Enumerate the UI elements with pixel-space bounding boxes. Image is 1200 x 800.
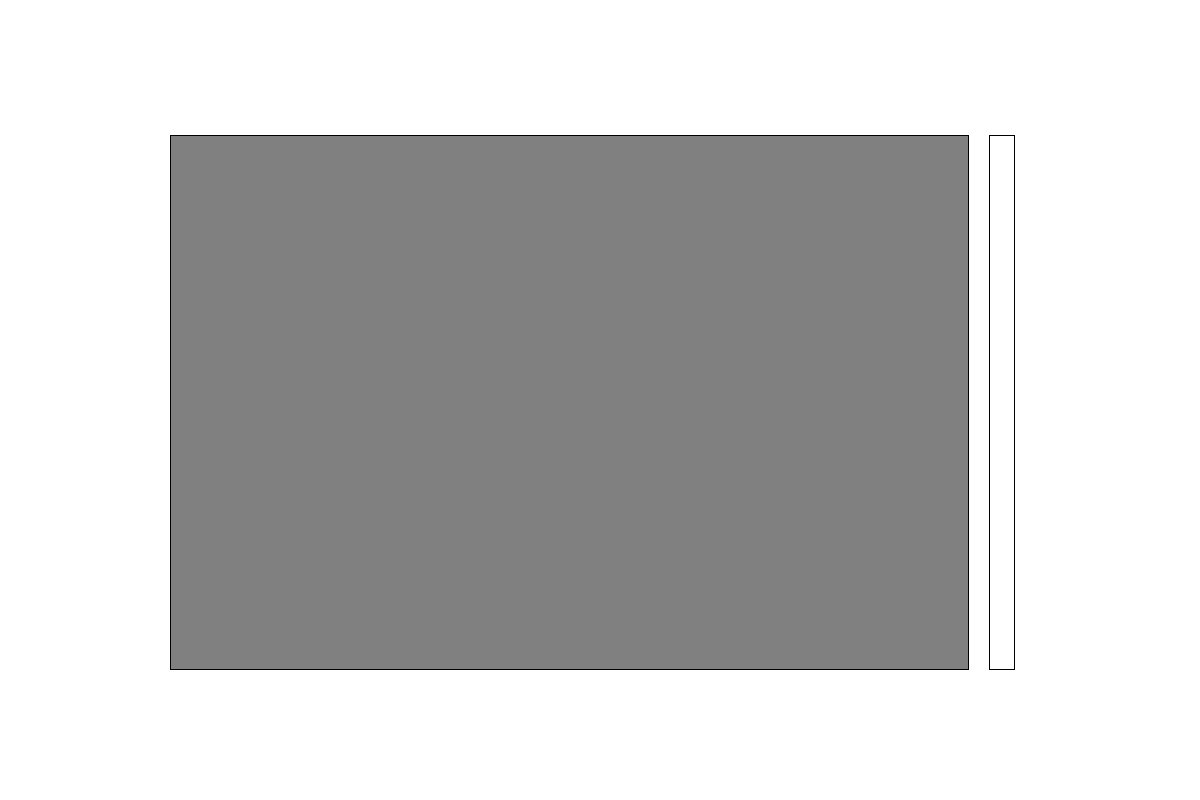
heatmap-canvas xyxy=(171,136,968,669)
colorbar xyxy=(989,135,1015,670)
plot-area xyxy=(170,135,969,670)
colorbar-gradient xyxy=(990,136,1014,669)
